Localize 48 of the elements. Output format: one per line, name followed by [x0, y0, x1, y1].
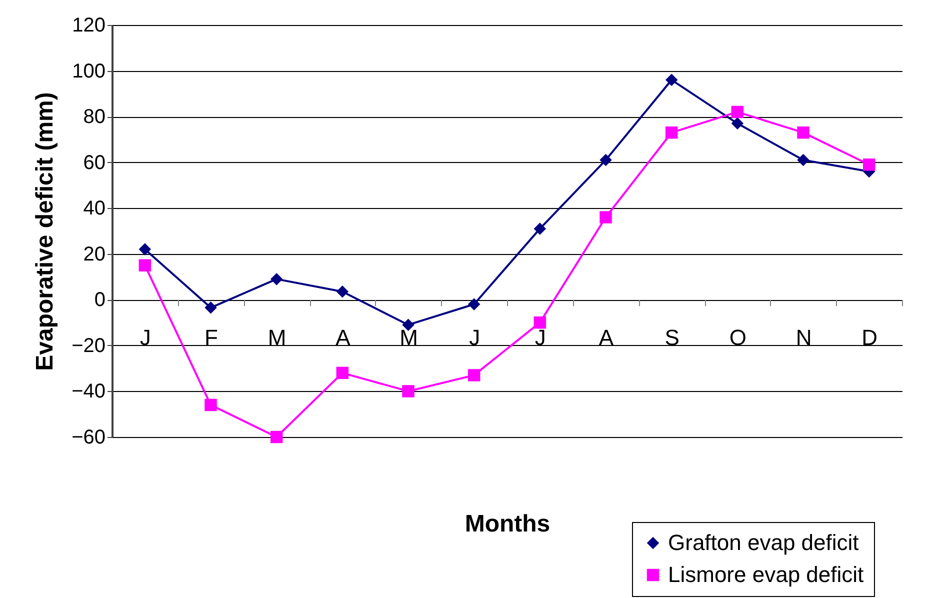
y-tick-label: 40 — [83, 198, 106, 220]
x-tick-label: M — [268, 325, 286, 350]
x-tick-label: A — [598, 325, 614, 350]
point — [270, 272, 283, 286]
point — [270, 430, 283, 444]
point — [797, 126, 810, 139]
point — [204, 302, 217, 314]
y-tick-label: 20 — [83, 243, 106, 266]
y-tick-label: −20 — [72, 334, 106, 357]
point — [468, 298, 480, 310]
point — [731, 117, 744, 130]
x-tick-label: O — [729, 325, 746, 350]
x-tick-label: M — [400, 325, 418, 350]
point — [534, 316, 546, 329]
legend-label: Grafton evap deficit — [668, 530, 859, 555]
point — [204, 398, 217, 412]
point — [138, 243, 152, 256]
x-tick-label: S — [664, 325, 680, 350]
y-tick-label: 60 — [83, 152, 106, 174]
point — [600, 211, 612, 224]
y-tick-label: −40 — [72, 380, 106, 403]
x-tick-label: J — [534, 325, 546, 350]
point — [862, 158, 876, 171]
x-tick-label: D — [862, 325, 878, 350]
y-tick-label: 80 — [83, 106, 106, 128]
x-tick-label: J — [469, 325, 480, 350]
y-tick-label: −60 — [72, 426, 106, 448]
x-tick-label: J — [140, 325, 151, 350]
legend-label: Lismore evap deficit — [668, 562, 864, 587]
point — [336, 366, 349, 380]
y-axis-title: Evaporative deficit (mm) — [32, 92, 59, 371]
point — [138, 259, 152, 272]
point — [402, 385, 414, 398]
y-tick-label: 0 — [94, 289, 106, 312]
point — [336, 286, 349, 298]
x-axis-title: Months — [464, 510, 550, 538]
y-tick-label: 100 — [72, 60, 106, 82]
point — [665, 126, 678, 139]
x-tick-label: N — [796, 325, 812, 350]
x-tick-label: A — [336, 325, 351, 350]
point — [468, 369, 480, 382]
point — [665, 74, 678, 86]
point — [797, 154, 810, 166]
point — [731, 106, 744, 118]
point — [534, 222, 546, 235]
x-tick-label: F — [204, 325, 218, 350]
point — [600, 154, 612, 166]
y-tick-label: 120 — [72, 14, 106, 36]
